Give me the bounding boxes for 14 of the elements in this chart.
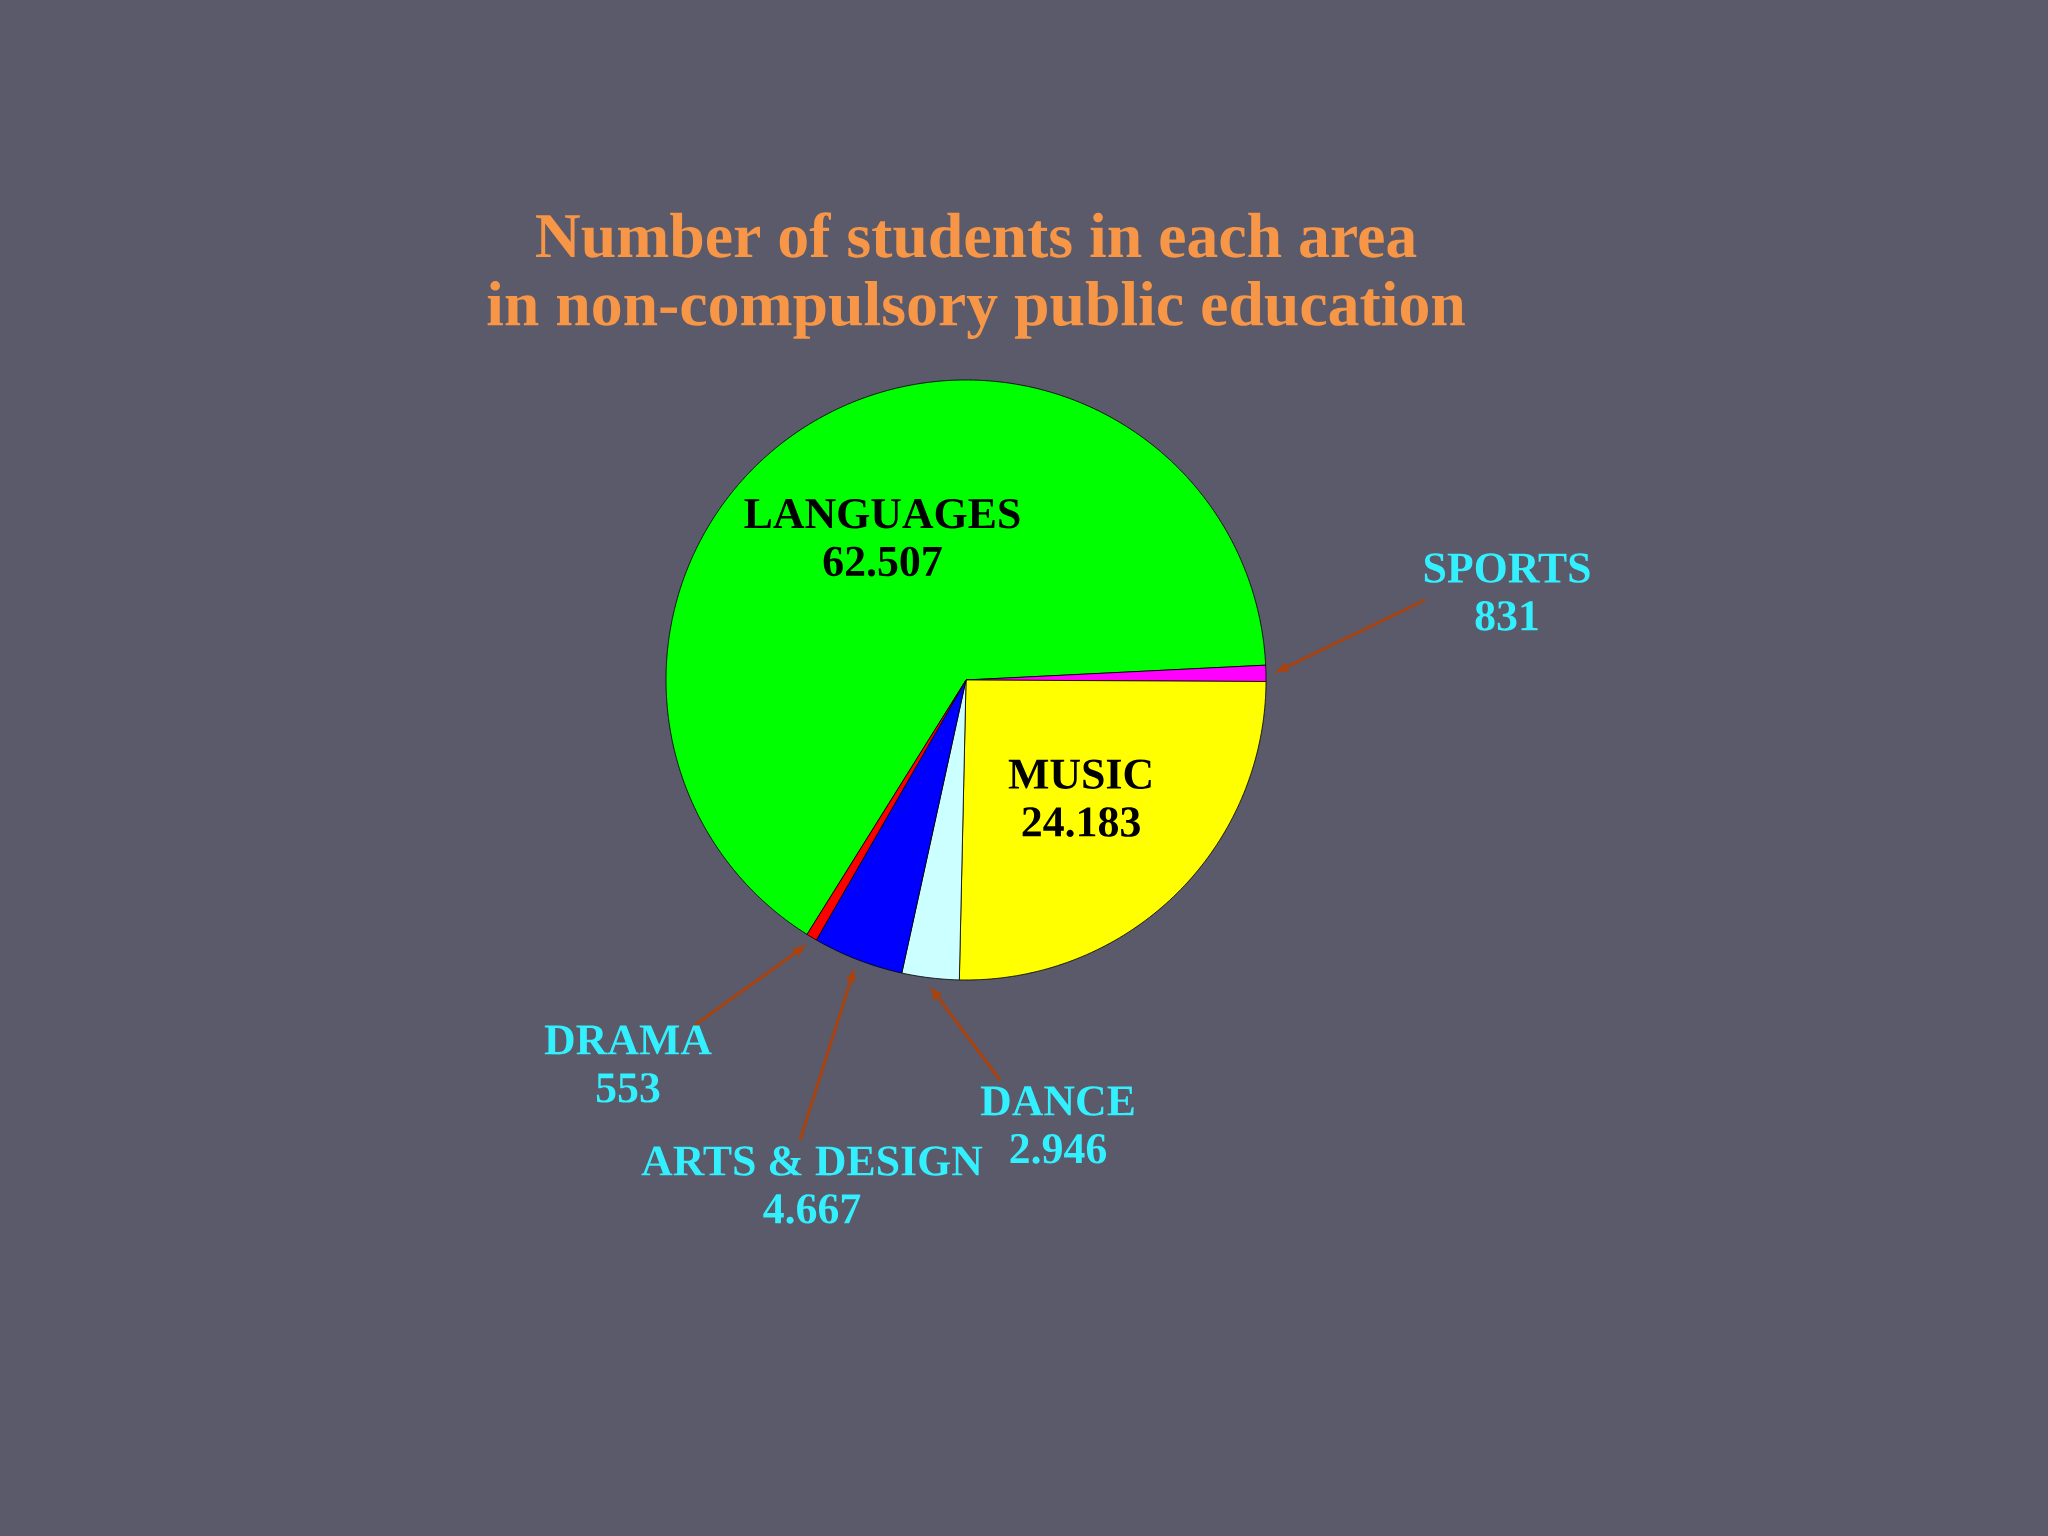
slice-label: MUSIC bbox=[1008, 759, 1151, 789]
chart-title: Number of students in each area bbox=[535, 212, 1417, 258]
chart-subtitle: in non-compulsory public education bbox=[487, 281, 1465, 339]
data-label: 24.183 bbox=[1022, 807, 1140, 837]
data-label: 831 bbox=[1475, 601, 1538, 631]
slice-label: DANCE bbox=[980, 1086, 1134, 1116]
data-label: 553 bbox=[596, 1073, 660, 1103]
slice-label: SPORTS bbox=[1424, 553, 1590, 583]
slice-label: DRAMA bbox=[544, 1025, 712, 1055]
data-label: 4.667 bbox=[763, 1194, 861, 1224]
slice-label: LANGUAGES bbox=[744, 498, 1020, 529]
data-label: 62.507 bbox=[823, 546, 942, 577]
data-label: 2.946 bbox=[1010, 1134, 1107, 1164]
slice-label: ARTS & DESIGN bbox=[641, 1146, 983, 1176]
